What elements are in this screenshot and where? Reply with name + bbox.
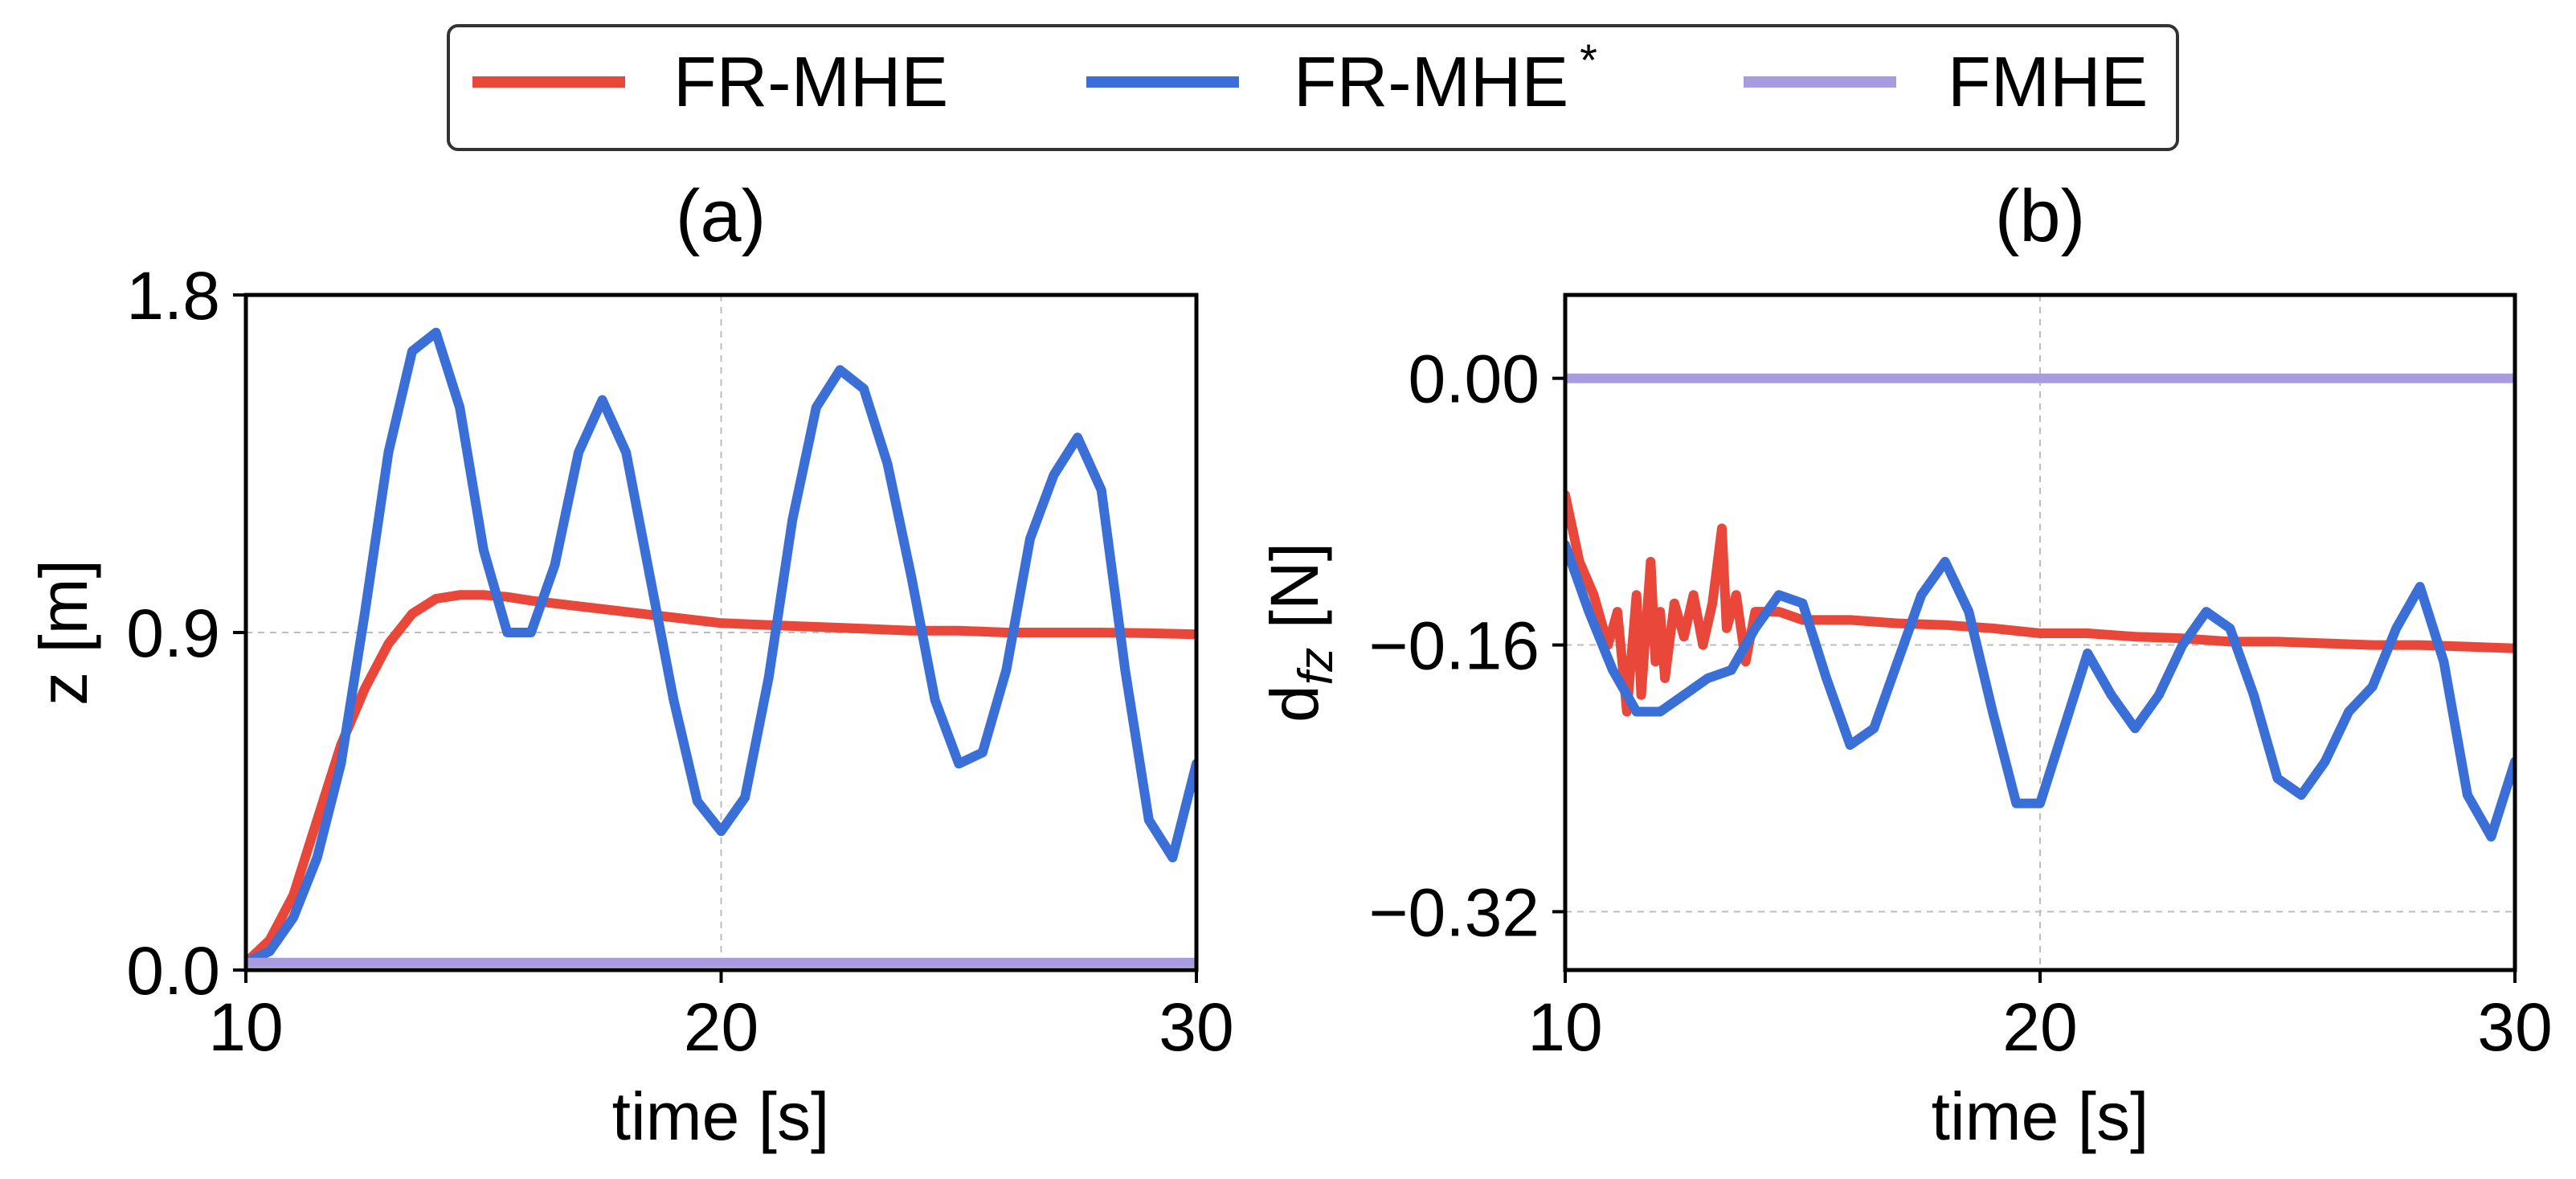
panel-b-ytick-label-1: −0.16 [1368,608,1539,684]
panel-b-ytick-label-2: −0.32 [1368,874,1539,950]
panel-b-series-fr-mhe-star [1565,540,2515,842]
panel-a-series [246,327,1196,968]
panel-a: (a) 10 20 30 0.0 0.9 1.8 time [s] z [m] [26,175,1234,1154]
panel-b-xtick-label-2: 30 [2477,989,2552,1065]
legend-label-fmhe: FMHE [1948,42,2148,121]
panel-b-ylabel: dfz [N] [1257,542,1343,723]
legend-entry-fr-mhe-star: FR-MHE * [1086,35,1597,121]
panel-b-series-fr-mhe [1565,489,2515,717]
panel-b-xlabel: time [s] [1932,1079,2149,1154]
panel-b-series [1565,373,2515,842]
panel-b-xtick-label-0: 10 [1527,989,1602,1065]
legend-entry-fmhe: FMHE [1744,42,2148,121]
panel-a-ytick-label-1: 0.9 [126,596,220,671]
panel-a-ytick-label-2: 1.8 [126,258,220,334]
legend-label-fr-mhe: FR-MHE [673,42,948,121]
panel-a-title: (a) [676,175,766,257]
panel-a-xtick-label-0: 10 [208,989,283,1065]
panel-a-xtick-label-2: 30 [1159,989,1233,1065]
panel-b-xtick-label-1: 20 [2002,989,2077,1065]
legend: FR-MHE FR-MHE * FMHE [447,24,2179,151]
panel-a-xlabel: time [s] [612,1079,830,1154]
legend-entry-fr-mhe: FR-MHE [472,42,948,121]
panel-a-ytick-label-0: 0.0 [126,933,220,1009]
legend-label-fr-mhe-star: FR-MHE * [1294,35,1597,121]
legend-frame [447,24,2179,151]
panel-a-series-fr-mhe-star [246,327,1196,968]
panel-b: (b) 10 20 30 0.00 −0.16 −0.32 time [s] dfz [N… [1257,175,2553,1154]
panel-a-ylabel: z [m] [26,559,101,706]
panel-a-ticks: 10 20 30 0.0 0.9 1.8 [126,258,1234,1065]
panel-a-xtick-label-1: 20 [684,989,758,1065]
panel-b-ytick-label-0: 0.00 [1409,342,1540,417]
panel-b-ticks: 10 20 30 0.00 −0.16 −0.32 [1368,342,2552,1065]
panel-b-title: (b) [1995,175,2085,257]
